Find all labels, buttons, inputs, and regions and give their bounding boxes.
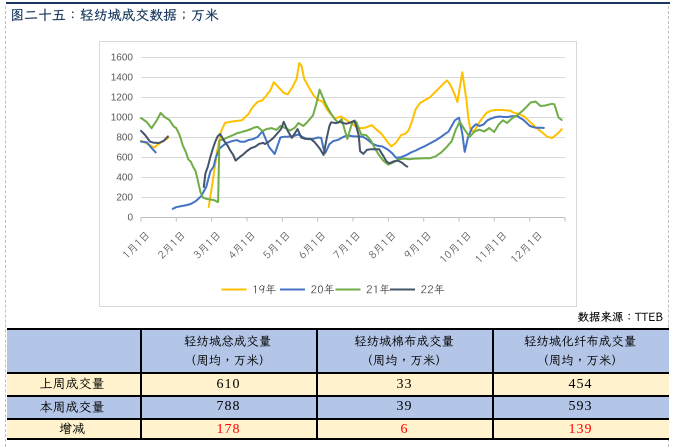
svg-text:600: 600 bbox=[116, 153, 133, 164]
svg-text:800: 800 bbox=[116, 133, 133, 144]
svg-text:0: 0 bbox=[127, 213, 133, 224]
svg-text:400: 400 bbox=[116, 173, 133, 184]
svg-text:1400: 1400 bbox=[111, 73, 134, 84]
svg-text:200: 200 bbox=[116, 193, 133, 204]
svg-text:1200: 1200 bbox=[111, 93, 134, 104]
svg-text:1000: 1000 bbox=[111, 113, 134, 124]
svg-text:1600: 1600 bbox=[111, 53, 134, 64]
